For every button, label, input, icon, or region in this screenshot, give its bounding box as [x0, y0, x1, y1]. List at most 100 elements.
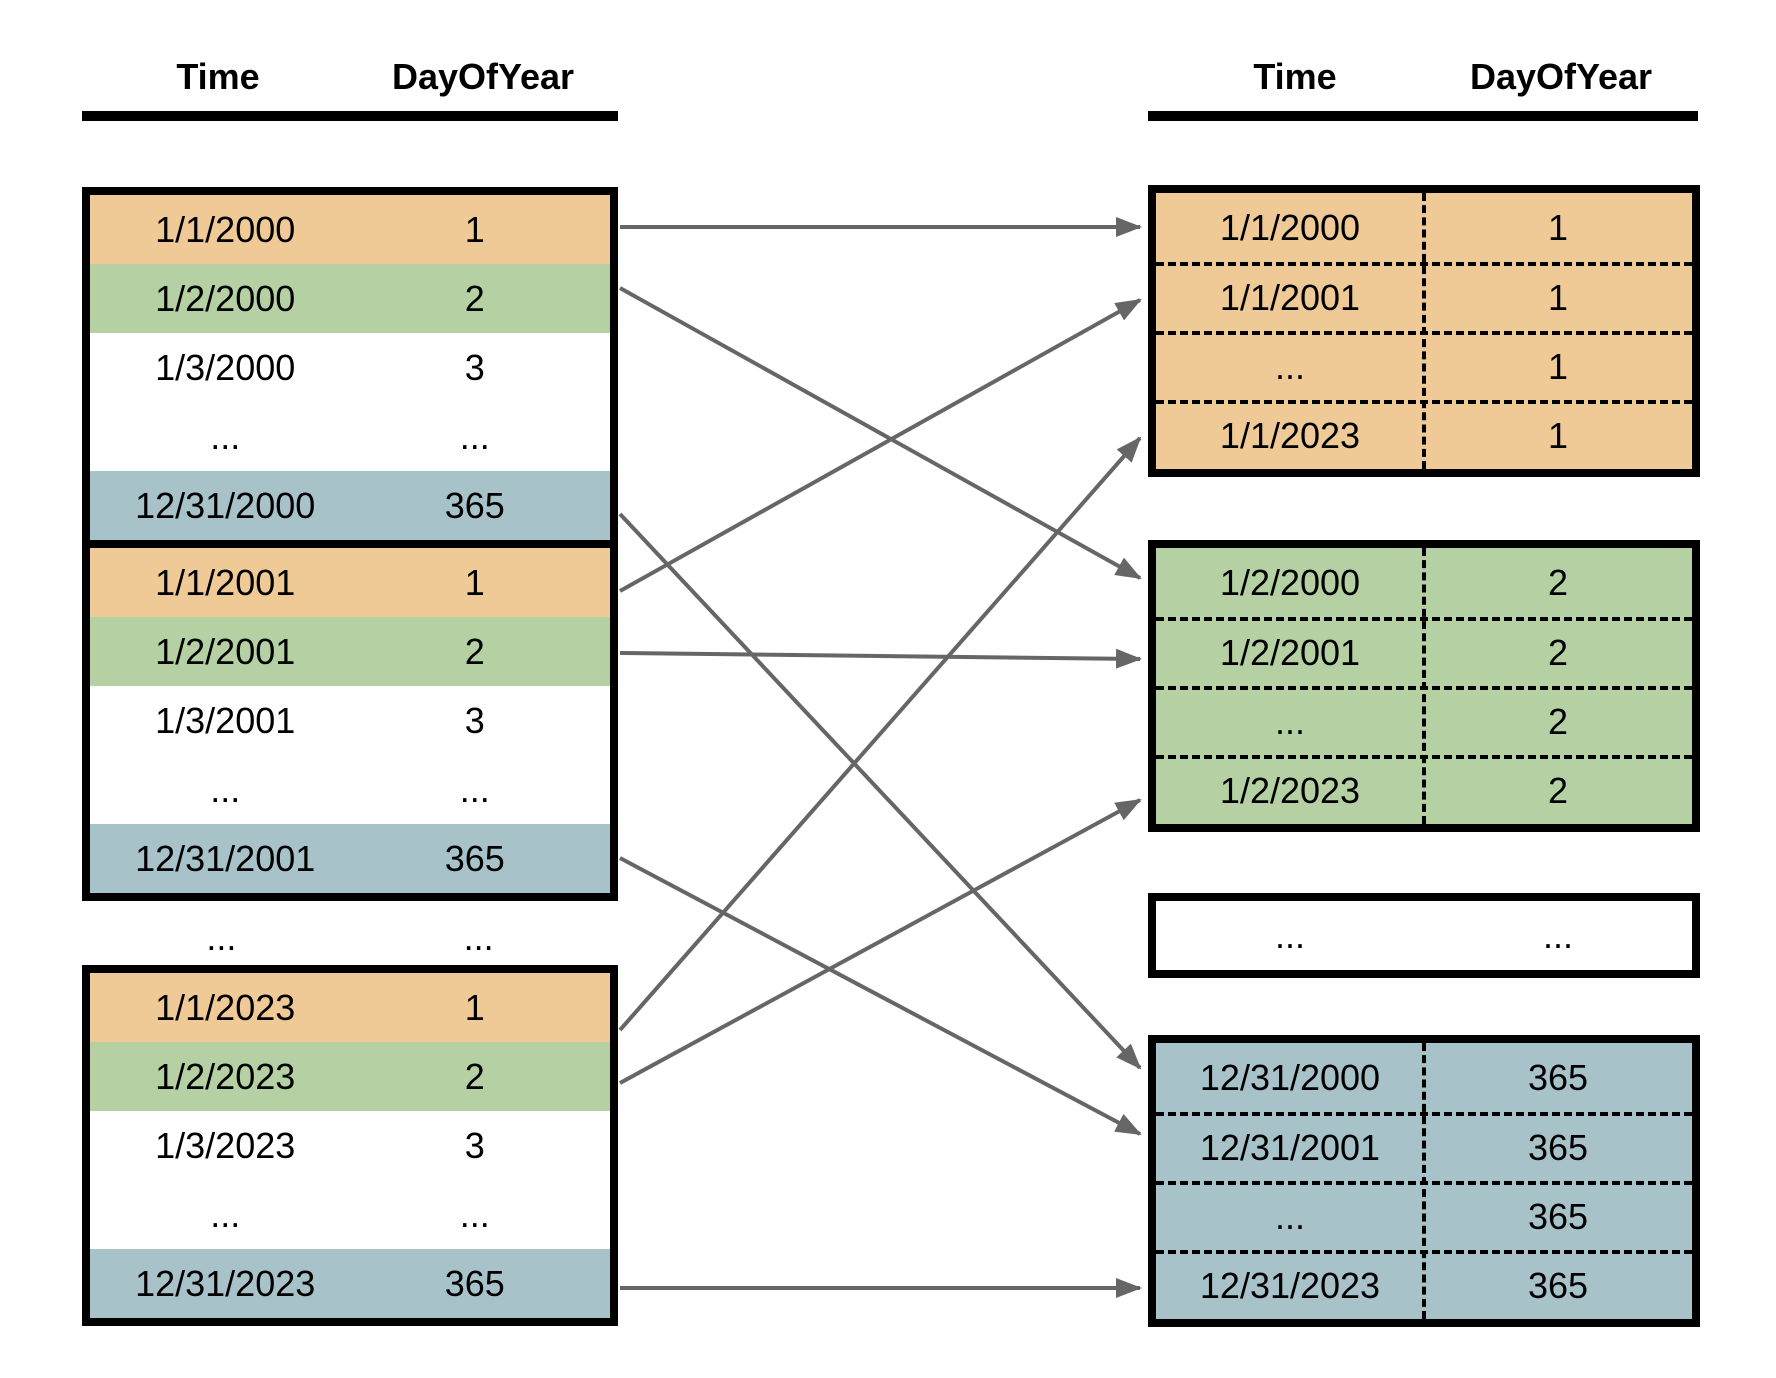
cell-day: ...	[459, 769, 490, 810]
table-row: 1/1/2001 1	[90, 548, 610, 617]
right-table-day-2: 1/2/2000 2 1/2/2001 2 ... 2 1/2/2023 2	[1148, 540, 1700, 832]
cell-time: ...	[210, 1194, 241, 1235]
arrow-2001-day1	[619, 298, 1142, 593]
cell-day: 2	[464, 278, 485, 319]
cell-time: 12/31/2023	[135, 1263, 316, 1304]
cell-time: 1/3/2023	[155, 1125, 296, 1166]
cell-time: ...	[1274, 915, 1305, 956]
cell-time: 1/2/2000	[1219, 562, 1361, 603]
cell-day: 1	[464, 209, 485, 250]
cell-time: 1/3/2001	[155, 700, 296, 741]
cell-day: 3	[464, 700, 485, 741]
right-header-dayofyear: DayOfYear	[1469, 56, 1653, 97]
cell-day: 1	[1547, 207, 1569, 248]
cell-time: 1/2/2000	[155, 278, 296, 319]
cell-time: ...	[1274, 1196, 1305, 1237]
table-row-ellipsis: ... 2	[1156, 686, 1692, 755]
cell-day: 365	[1527, 1196, 1589, 1237]
cell-day: 1	[1547, 277, 1569, 318]
table-row: 1/1/2023 1	[1156, 400, 1692, 469]
right-table-day-1: 1/1/2000 1 1/1/2001 1 ... 1 1/1/2023 1	[1148, 185, 1700, 477]
cell-day: 365	[444, 1263, 505, 1304]
cell-day: 2	[1547, 632, 1569, 673]
right-table-day-365: 12/31/2000 365 12/31/2001 365 ... 365 12…	[1148, 1035, 1700, 1327]
table-row: 1/1/2000 1	[90, 195, 610, 264]
cell-day: 365	[1527, 1057, 1589, 1098]
table-row: 1/2/2001 2	[90, 617, 610, 686]
table-row: 12/31/2000 365	[1156, 1043, 1692, 1112]
cell-day: 2	[1547, 770, 1569, 811]
table-row: 1/2/2023 2	[90, 1042, 610, 1111]
cell-time: 1/2/2001	[155, 631, 296, 672]
right-header-underline	[1148, 111, 1698, 121]
cell-day: 3	[464, 1125, 485, 1166]
cell-day: 365	[1527, 1127, 1589, 1168]
cell-day: 1	[1547, 415, 1569, 456]
cell-time: 1/1/2000	[1219, 207, 1361, 248]
arrow-2023-day1	[618, 436, 1142, 1032]
table-row: 1/3/2001 3	[90, 686, 610, 755]
table-row: 1/2/2000 2	[1156, 548, 1692, 617]
cell-day: 365	[444, 485, 505, 526]
cell-time: 1/3/2000	[155, 347, 296, 388]
table-row: 12/31/2023 365	[1156, 1250, 1692, 1319]
cell-day: ...	[463, 917, 494, 958]
cell-time: 1/1/2023	[1219, 415, 1361, 456]
cell-time: 12/31/2001	[135, 838, 316, 879]
cell-time: 12/31/2001	[1199, 1127, 1381, 1168]
cell-time: ...	[1274, 346, 1305, 387]
table-row-ellipsis: ... ...	[90, 402, 610, 471]
cell-time: ...	[1274, 701, 1305, 742]
cell-day: 1	[464, 987, 485, 1028]
table-row-ellipsis: ... 365	[1156, 1181, 1692, 1250]
right-table-ellipsis: ... ...	[1148, 893, 1700, 978]
cell-day: 1	[464, 562, 485, 603]
table-row: 1/2/2001 2	[1156, 617, 1692, 686]
cell-day: 365	[1527, 1265, 1589, 1306]
arrow-2001-day2	[619, 648, 1142, 669]
cell-day: 3	[464, 347, 485, 388]
cell-day: ...	[459, 416, 490, 457]
arrow-2000-day365	[618, 512, 1142, 1070]
table-row: 12/31/2000 365	[90, 471, 610, 540]
table-row: 1/3/2000 3	[90, 333, 610, 402]
cell-time: ...	[206, 917, 237, 958]
table-row: 1/3/2023 3	[90, 1111, 610, 1180]
right-header-time: Time	[1253, 56, 1337, 97]
cell-day: 1	[1547, 346, 1569, 387]
cell-time: 12/31/2000	[135, 485, 316, 526]
cell-time: 12/31/2000	[1199, 1057, 1381, 1098]
table-row: 1/1/2000 1	[1156, 193, 1692, 262]
cell-time: 1/2/2023	[1219, 770, 1361, 811]
cell-day: 365	[444, 838, 505, 879]
table-row: 1/2/2023 2	[1156, 755, 1692, 824]
left-header-dayofyear: DayOfYear	[391, 56, 575, 97]
cell-time: 1/1/2001	[155, 562, 296, 603]
cell-time: 1/1/2000	[155, 209, 296, 250]
table-row: 1/1/2023 1	[90, 973, 610, 1042]
arrow-2001-day365	[619, 856, 1142, 1136]
left-table-year-2001: 1/1/2001 1 1/2/2001 2 1/3/2001 3 ... ...…	[82, 540, 618, 901]
table-row: 12/31/2001 365	[1156, 1112, 1692, 1181]
arrow-2023-day2	[619, 798, 1142, 1085]
table-row: 12/31/2023 365	[90, 1249, 610, 1318]
cell-time: 1/1/2023	[155, 987, 296, 1028]
cell-day: 2	[1547, 701, 1569, 742]
left-header-time: Time	[176, 56, 260, 97]
cell-time: 1/2/2001	[1219, 632, 1361, 673]
arrow-2000-day2	[619, 286, 1142, 580]
table-row-ellipsis: ... ...	[90, 1180, 610, 1249]
table-row-ellipsis: ... 1	[1156, 331, 1692, 400]
left-gap-row-ellipsis: ... ...	[82, 908, 618, 968]
table-row-ellipsis: ... ...	[1156, 901, 1692, 970]
table-row-ellipsis: ... ...	[90, 755, 610, 824]
cell-time: ...	[210, 769, 241, 810]
cell-day: 2	[464, 1056, 485, 1097]
cell-day: 2	[1547, 562, 1569, 603]
cell-time: ...	[210, 416, 241, 457]
cell-time: 1/2/2023	[155, 1056, 296, 1097]
cell-day: ...	[459, 1194, 490, 1235]
cell-day: ...	[1542, 915, 1573, 956]
table-row: 1/1/2001 1	[1156, 262, 1692, 331]
